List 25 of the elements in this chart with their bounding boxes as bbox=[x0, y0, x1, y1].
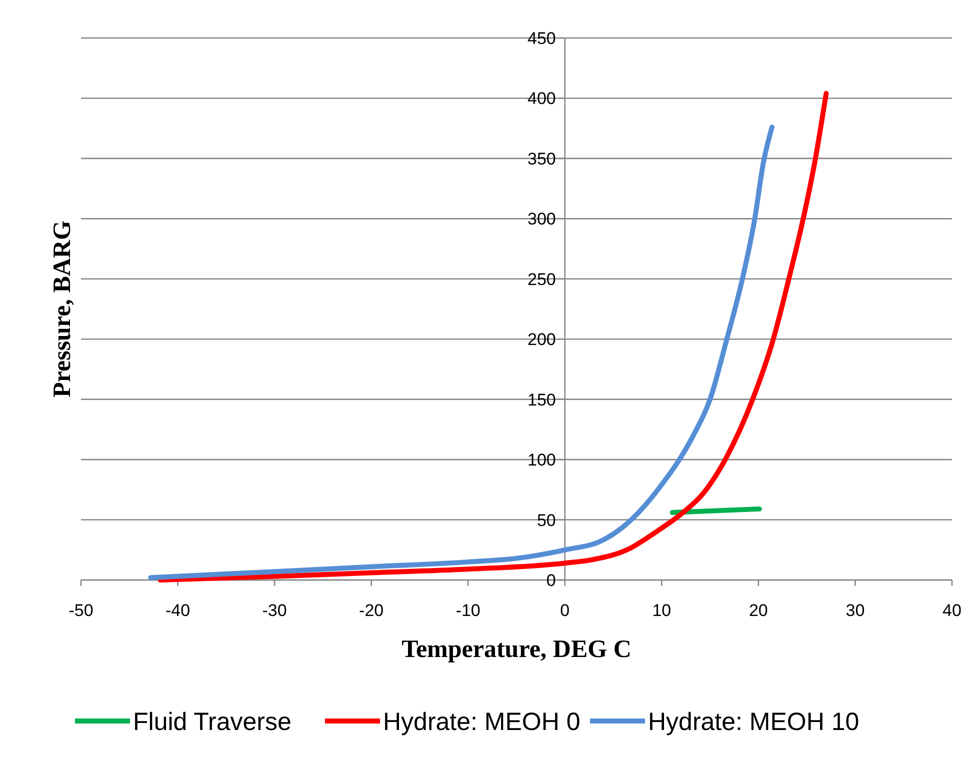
x-tick-label: -20 bbox=[359, 601, 384, 620]
x-tick-label: 10 bbox=[652, 601, 672, 620]
x-tick-label: 20 bbox=[748, 601, 768, 620]
legend-label: Hydrate: MEOH 10 bbox=[648, 708, 860, 736]
x-axis-title: Temperature, DEG C bbox=[402, 636, 632, 663]
x-tick-label: -30 bbox=[262, 601, 287, 620]
y-axis-title: Pressure, BARG bbox=[49, 220, 76, 398]
x-tick-label: -10 bbox=[456, 601, 480, 620]
x-tick-label: 0 bbox=[560, 601, 570, 620]
y-tick-label: 0 bbox=[546, 571, 556, 590]
x-tick-label: 40 bbox=[942, 601, 962, 620]
legend-label: Fluid Traverse bbox=[133, 708, 292, 736]
y-tick-label: 50 bbox=[536, 510, 556, 530]
x-tick-label: 30 bbox=[846, 601, 865, 620]
x-tick-label: -40 bbox=[165, 601, 190, 620]
y-tick-label: 300 bbox=[528, 210, 556, 229]
x-tick-label: -50 bbox=[68, 601, 94, 620]
y-tick-label: 200 bbox=[528, 330, 556, 350]
y-tick-label: 150 bbox=[528, 390, 556, 410]
y-tick-label: 350 bbox=[528, 149, 556, 168]
y-tick-label: 100 bbox=[528, 450, 556, 470]
y-tick-label: 450 bbox=[528, 29, 556, 48]
legend-label: Hydrate: MEOH 0 bbox=[383, 708, 580, 736]
y-tick-label: 250 bbox=[528, 270, 556, 289]
y-tick-label: 400 bbox=[528, 89, 556, 108]
